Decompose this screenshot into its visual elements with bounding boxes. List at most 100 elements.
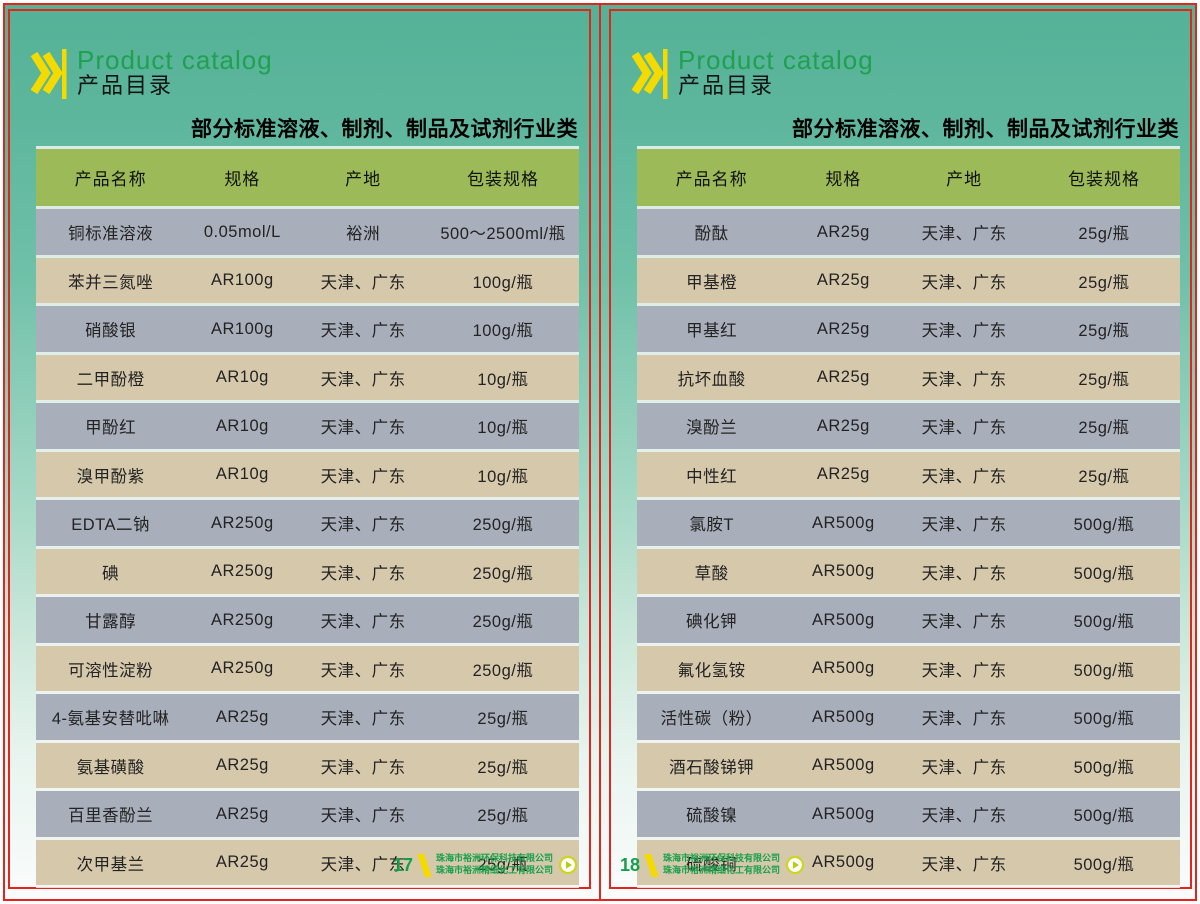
table-cell: AR10g: [185, 403, 300, 449]
page-header: Product catalog 产品目录: [30, 47, 589, 99]
table-cell: 天津、广东: [299, 597, 427, 643]
table-row: 甲基红 AR25g 天津、广东 25g/瓶: [637, 306, 1180, 352]
table-cell: 250g/瓶: [426, 548, 579, 595]
play-circle-icon: [558, 855, 578, 875]
table-row: 百里香酚兰 AR25g 天津、广东 25g/瓶: [36, 791, 579, 837]
table-cell: 250g/瓶: [426, 597, 579, 643]
table-cell: 天津、广东: [299, 694, 427, 740]
table-cell: 硫酸镍: [637, 791, 787, 837]
table-cell: 氟化氢铵: [637, 645, 787, 692]
column-header-origin: 产地: [900, 149, 1028, 207]
double-chevron-right-icon: [631, 49, 668, 99]
table-row: 酒石酸锑钾 AR500g 天津、广东 500g/瓶: [637, 742, 1180, 789]
table-cell: 500g/瓶: [1027, 791, 1180, 837]
table-header-row: 产品名称 规格 产地 包装规格: [36, 149, 579, 207]
table-cell: 甲基红: [637, 306, 787, 352]
table-cell: 25g/瓶: [1027, 354, 1180, 401]
product-table: 产品名称 规格 产地 包装规格 酚酞 AR25g 天津、广东 25g/瓶 甲基橙 AR25…: [637, 146, 1180, 889]
table-row: 硫酸镍 AR500g 天津、广东 500g/瓶: [637, 791, 1180, 837]
table-row: EDTA二钠 AR250g 天津、广东 250g/瓶: [36, 500, 579, 546]
table-cell: 500g/瓶: [1027, 694, 1180, 740]
table-cell: 裕洲: [299, 209, 427, 255]
table-row: 可溶性淀粉 AR250g 天津、广东 250g/瓶: [36, 645, 579, 692]
table-row: 氯胺T AR500g 天津、广东 500g/瓶: [637, 500, 1180, 546]
brand-text: Product catalog 产品目录: [678, 47, 874, 99]
page-footer: 17 珠海市裕洲环保科技有限公司 珠海市裕洲精细化工有限公司: [393, 852, 578, 878]
double-chevron-right-icon: [30, 49, 67, 99]
section-subtitle: 部分标准溶液、制剂、制品及试剂行业类: [792, 118, 1179, 142]
table-cell: 10g/瓶: [426, 403, 579, 449]
table-cell: 苯并三氮唑: [36, 257, 186, 304]
table-cell: 25g/瓶: [426, 839, 579, 886]
table-cell: 500g/瓶: [1027, 597, 1180, 643]
table-cell: 天津、广东: [299, 451, 427, 498]
table-cell: 溴甲酚紫: [36, 451, 186, 498]
table-header-row: 产品名称 规格 产地 包装规格: [637, 149, 1180, 207]
table-cell: AR10g: [185, 451, 300, 498]
table-cell: 10g/瓶: [426, 451, 579, 498]
table-cell: 甲酚红: [36, 403, 186, 449]
catalog-title-zh: 产品目录: [77, 73, 174, 98]
table-cell: 天津、广东: [900, 694, 1028, 740]
table-row: 铜标准溶液 0.05mol/L 裕洲 500～2500ml/瓶: [36, 209, 579, 255]
table-cell: 25g/瓶: [1027, 403, 1180, 449]
table-cell: AR25g: [786, 306, 901, 352]
company-name-line2: 珠海市裕洲精细化工有限公司: [435, 865, 553, 875]
table-cell: AR25g: [185, 839, 300, 886]
table-cell: 铜标准溶液: [36, 209, 186, 255]
table-cell: AR250g: [185, 500, 300, 546]
table-cell: AR500g: [786, 500, 901, 546]
table-cell: AR250g: [185, 548, 300, 595]
table-cell: 氨基磺酸: [36, 742, 186, 789]
section-subtitle: 部分标准溶液、制剂、制品及试剂行业类: [191, 118, 578, 142]
table-cell: 500g/瓶: [1027, 645, 1180, 692]
table-row: 氟化氢铵 AR500g 天津、广东 500g/瓶: [637, 645, 1180, 692]
table-cell: 天津、广东: [900, 209, 1028, 255]
brand-text: Product catalog 产品目录: [77, 47, 273, 99]
table-row: 草酸 AR500g 天津、广东 500g/瓶: [637, 548, 1180, 595]
table-cell: 100g/瓶: [426, 257, 579, 304]
company-name-line2: 珠海市裕洲精细化工有限公司: [663, 865, 781, 875]
company-names: 珠海市裕洲环保科技有限公司 珠海市裕洲精细化工有限公司: [663, 853, 780, 876]
table-cell: AR500g: [786, 742, 901, 789]
table-cell: 25g/瓶: [1027, 209, 1180, 255]
table-cell: 硫酸铜: [637, 839, 787, 886]
table-row: 抗坏血酸 AR25g 天津、广东 25g/瓶: [637, 354, 1180, 401]
table-cell: AR100g: [185, 257, 300, 304]
table-cell: 次甲基兰: [36, 839, 186, 886]
table-cell: 天津、广东: [900, 306, 1028, 352]
table-cell: 10g/瓶: [426, 354, 579, 401]
table-cell: 100g/瓶: [426, 306, 579, 352]
table-cell: 4-氨基安替吡啉: [36, 694, 186, 740]
column-header-spec: 规格: [185, 149, 300, 207]
column-header-product-name: 产品名称: [637, 149, 787, 207]
column-header-spec: 规格: [786, 149, 901, 207]
table-cell: 250g/瓶: [426, 645, 579, 692]
table-cell: AR25g: [786, 354, 901, 401]
table-row: 甲基橙 AR25g 天津、广东 25g/瓶: [637, 257, 1180, 304]
column-header-origin: 产地: [299, 149, 427, 207]
table-row: 二甲酚橙 AR10g 天津、广东 10g/瓶: [36, 354, 579, 401]
yellow-slash-icon: [644, 853, 659, 877]
table-cell: AR25g: [185, 742, 300, 789]
table-cell: 溴酚兰: [637, 403, 787, 449]
table-row: 碘化钾 AR500g 天津、广东 500g/瓶: [637, 597, 1180, 643]
table-row: 中性红 AR25g 天津、广东 25g/瓶: [637, 451, 1180, 498]
table-cell: AR500g: [786, 839, 901, 886]
table-row: 酚酞 AR25g 天津、广东 25g/瓶: [637, 209, 1180, 255]
table-cell: 天津、广东: [299, 645, 427, 692]
table-cell: 25g/瓶: [1027, 451, 1180, 498]
table-cell: 天津、广东: [900, 597, 1028, 643]
table-cell: 抗坏血酸: [637, 354, 787, 401]
table-cell: 氯胺T: [637, 500, 787, 546]
table-row: 甲酚红 AR10g 天津、广东 10g/瓶: [36, 403, 579, 449]
table-cell: 天津、广东: [900, 791, 1028, 837]
table-cell: 天津、广东: [299, 257, 427, 304]
column-header-product-name: 产品名称: [36, 149, 186, 207]
table-cell: 500g/瓶: [1027, 742, 1180, 789]
table-cell: 天津、广东: [299, 839, 427, 886]
table-cell: AR250g: [185, 645, 300, 692]
table-cell: AR250g: [185, 597, 300, 643]
table-row: 苯并三氮唑 AR100g 天津、广东 100g/瓶: [36, 257, 579, 304]
table-cell: AR500g: [786, 791, 901, 837]
